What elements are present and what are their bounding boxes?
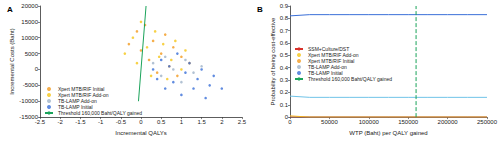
svg-text:-5000: -5000	[23, 82, 39, 88]
svg-text:0.9: 0.9	[280, 3, 289, 9]
svg-text:100000: 100000	[359, 119, 380, 125]
svg-text:TB-LAMP Initial: TB-LAMP Initial	[308, 70, 343, 76]
svg-text:150000: 150000	[398, 119, 419, 125]
svg-text:0.7: 0.7	[280, 28, 289, 34]
svg-text:Xpert MTB/RIF Initial: Xpert MTB/RIF Initial	[58, 86, 105, 92]
svg-text:0.5: 0.5	[157, 119, 166, 125]
svg-text:50000: 50000	[321, 119, 338, 125]
svg-text:B: B	[257, 5, 263, 14]
svg-text:0.3: 0.3	[280, 77, 289, 83]
svg-text:-2: -2	[58, 119, 64, 125]
svg-text:A: A	[7, 5, 13, 14]
svg-text:-1: -1	[98, 119, 104, 125]
svg-text:200000: 200000	[438, 119, 459, 125]
svg-text:-0.5: -0.5	[116, 119, 127, 125]
svg-text:TB-LAMP Add-on: TB-LAMP Add-on	[58, 98, 97, 104]
svg-text:TB-LAMP Add-on: TB-LAMP Add-on	[308, 64, 347, 70]
svg-text:Xpert MTB/RIF Initial: Xpert MTB/RIF Initial	[308, 58, 355, 64]
svg-text:0.5: 0.5	[280, 52, 289, 58]
svg-text:Incremental QALYs: Incremental QALYs	[115, 130, 167, 136]
svg-text:Threshold 160,000 Baht/QALY ga: Threshold 160,000 Baht/QALY gained	[58, 110, 142, 116]
svg-text:1: 1	[180, 119, 184, 125]
svg-text:0.4: 0.4	[280, 65, 289, 71]
svg-text:Xpert MTB/RIF Add-on: Xpert MTB/RIF Add-on	[308, 52, 359, 58]
svg-text:-2.5: -2.5	[35, 119, 46, 125]
svg-text:2.5: 2.5	[238, 119, 247, 125]
svg-text:0.2: 0.2	[280, 89, 289, 95]
svg-text:TB-LAMP Initial: TB-LAMP Initial	[58, 104, 93, 110]
svg-text:-10000: -10000	[19, 98, 38, 104]
svg-text:Probability of being cost-effe: Probability of being cost-effective	[270, 17, 276, 106]
svg-text:0.8: 0.8	[280, 15, 289, 21]
svg-text:2: 2	[220, 119, 224, 125]
svg-text:Incremental Costs (Baht): Incremental Costs (Baht)	[9, 28, 15, 94]
svg-text:0.6: 0.6	[280, 40, 289, 46]
svg-text:0: 0	[139, 119, 143, 125]
svg-text:WTP (Baht) per QALY gained: WTP (Baht) per QALY gained	[349, 130, 427, 136]
svg-text:0: 0	[288, 119, 292, 125]
svg-text:1.5: 1.5	[197, 119, 206, 125]
svg-text:-15000: -15000	[19, 114, 38, 121]
svg-text:Threshold 160,000 Baht/QALY ga: Threshold 160,000 Baht/QALY gained	[308, 76, 392, 82]
svg-text:15000: 15000	[21, 19, 38, 25]
svg-text:250000: 250000	[477, 119, 498, 125]
svg-text:5000: 5000	[25, 51, 39, 57]
svg-text:-1.5: -1.5	[75, 119, 86, 125]
svg-text:Xpert MTB/RIF Add-on: Xpert MTB/RIF Add-on	[58, 92, 109, 98]
svg-text:0: 0	[35, 66, 39, 72]
svg-text:0: 0	[284, 114, 288, 121]
svg-text:SSM+Culture/DST: SSM+Culture/DST	[308, 46, 350, 52]
svg-text:20000: 20000	[21, 3, 38, 9]
svg-text:0.1: 0.1	[280, 102, 289, 108]
svg-text:10000: 10000	[21, 35, 38, 41]
